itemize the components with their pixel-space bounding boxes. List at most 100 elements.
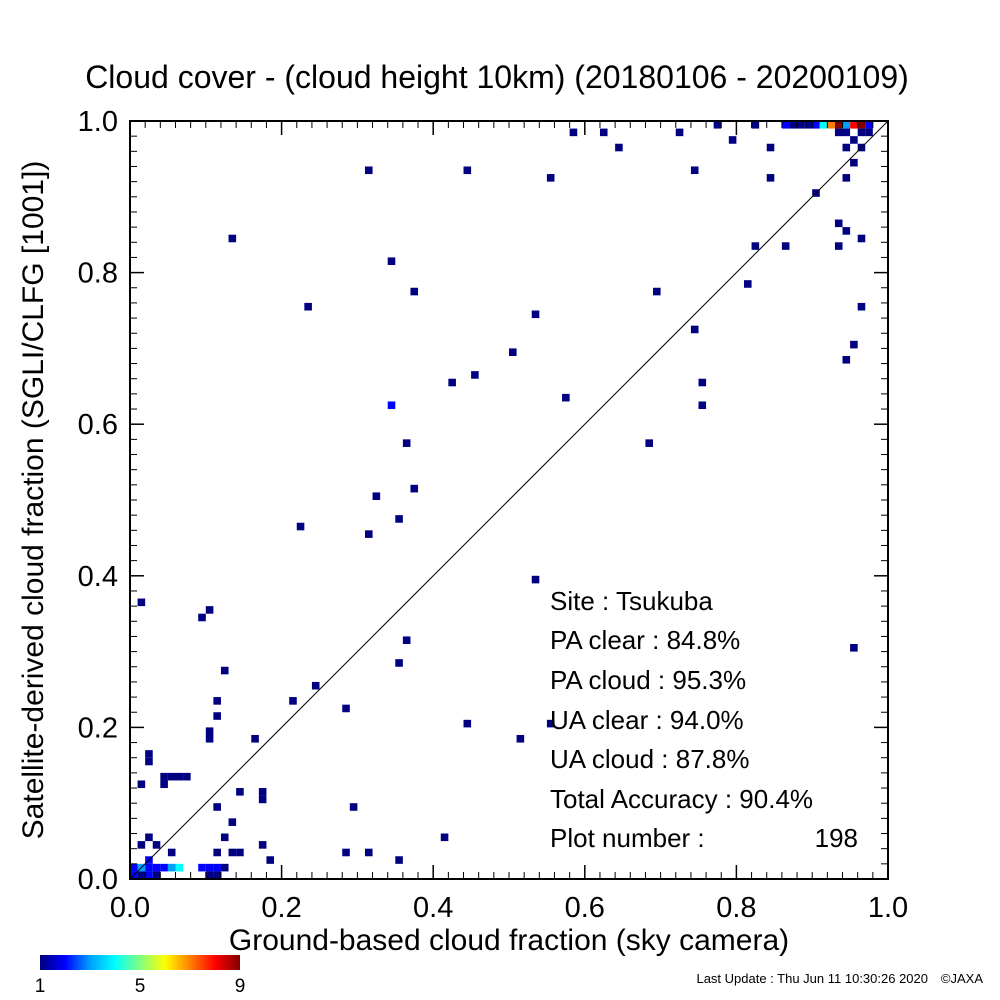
y-tick-label: 1.0: [78, 106, 118, 138]
heatmap-cell: [812, 121, 820, 129]
heatmap-cell: [713, 121, 722, 129]
heatmap-cell: [865, 128, 873, 137]
heatmap-cell: [220, 863, 229, 872]
heatmap-cell: [728, 136, 737, 144]
colorbar: [40, 955, 240, 970]
heatmap-cell: [850, 121, 858, 129]
x-tick-label: 0.0: [110, 892, 150, 924]
footer-copyright: ©JAXA: [941, 971, 983, 986]
major-ticks: [129, 120, 889, 880]
heatmap-cell: [183, 772, 191, 781]
stat-total-accuracy: Total Accuracy : 90.4%: [550, 784, 813, 814]
heatmap-cell: [145, 871, 153, 879]
heatmap-cell: [220, 666, 229, 675]
heatmap-cell: [130, 863, 138, 872]
heatmap-cell: [850, 644, 858, 652]
tick-labels: 0.0 0.2 0.4 0.6 0.8 1.0 0.0 0.2 0.4 0.6 0.8 1.0: [78, 106, 908, 924]
heatmap-cell: [751, 242, 760, 250]
y-tick-label: 0.4: [78, 561, 118, 593]
heatmap-cell: [857, 121, 866, 129]
heatmap-cell: [842, 227, 851, 235]
heatmap-cell: [546, 174, 555, 182]
y-tick-label: 0.6: [78, 409, 118, 441]
heatmap-cell: [160, 863, 168, 872]
heatmap-cell: [857, 128, 866, 137]
heatmap-cell: [152, 863, 161, 872]
x-tick-label: 0.6: [565, 892, 605, 924]
heatmap-cell: [258, 841, 267, 849]
heatmap-cell: [364, 166, 373, 175]
heatmap-cell: [827, 121, 835, 129]
heatmap-cell: [213, 848, 221, 857]
heatmap-cell: [205, 606, 214, 614]
heatmap-cell: [152, 871, 161, 879]
heatmap-cell: [167, 863, 176, 872]
heatmap-cell: [296, 522, 305, 531]
heatmap-cell: [304, 302, 312, 311]
heatmap-cell: [509, 348, 517, 356]
heatmap-cell: [842, 143, 851, 152]
heatmap-cell: [228, 234, 237, 243]
heatmap-cell: [167, 772, 176, 781]
stat-pa-cloud: PA cloud : 95.3%: [550, 665, 746, 695]
heatmap-cell: [850, 136, 858, 144]
colorbar-tick-label: 5: [135, 976, 146, 997]
heatmap-cell: [198, 613, 206, 622]
heatmap-cell: [842, 128, 851, 137]
statistics-panel: Site : Tsukuba PA clear : 84.8% PA cloud…: [550, 586, 858, 853]
heatmap-cell: [804, 121, 813, 129]
heatmap-cell: [797, 121, 805, 129]
heatmap-cell: [743, 280, 752, 288]
heatmap-cell: [205, 871, 214, 879]
heatmap-cell: [213, 712, 221, 720]
heatmap-cell: [258, 795, 267, 804]
chart-title: Cloud cover - (cloud height 10km) (20180…: [85, 59, 909, 95]
heatmap-cell: [213, 871, 221, 879]
heatmap-cell: [395, 856, 403, 864]
heatmap-cell: [228, 848, 237, 857]
heatmap-cell: [213, 863, 221, 872]
heatmap-cell: [698, 401, 707, 410]
heatmap-cell: [865, 121, 873, 129]
heatmap-cell: [410, 484, 419, 493]
heatmap-cell: [857, 302, 866, 311]
footer-last-update: Last Update : Thu Jun 11 10:30:26 2020: [696, 971, 928, 986]
heatmap-cell: [228, 818, 237, 826]
heatmap-cell: [516, 734, 525, 743]
heatmap-cell: [205, 734, 214, 743]
heatmap-cell: [395, 659, 403, 667]
stat-plot-number-label: Plot number :: [550, 823, 705, 853]
heatmap-cell: [160, 780, 168, 789]
heatmap-cell: [364, 530, 373, 538]
y-axis-label: Satellite-derived cloud fraction (SGLI/C…: [17, 161, 50, 840]
stat-pa-clear: PA clear : 84.8%: [550, 625, 740, 655]
heatmap-cell: [213, 803, 221, 811]
heatmap-cell: [342, 704, 350, 713]
heatmap-cell: [766, 143, 775, 152]
heatmap-cell: [857, 234, 866, 243]
heatmap-cell: [137, 841, 146, 849]
y-tick-label: 0.2: [78, 712, 118, 744]
x-tick-label: 1.0: [868, 892, 908, 924]
heatmap-cell: [531, 310, 540, 319]
heatmap-cell: [205, 727, 214, 735]
heatmap-cell: [145, 750, 153, 758]
heatmap-cell: [842, 174, 851, 182]
heatmap-cell: [751, 121, 760, 129]
x-tick-label: 0.8: [716, 892, 756, 924]
heatmap-cell: [251, 734, 259, 743]
heatmap-cell: [167, 848, 176, 857]
heatmap-cell: [471, 371, 479, 379]
stat-plot-number-value: 198: [815, 823, 858, 853]
heatmap-cell: [546, 719, 555, 728]
heatmap-cell: [145, 757, 153, 766]
heatmap-cell: [690, 166, 699, 175]
heatmap-cell: [220, 833, 229, 842]
heatmap-cell: [834, 121, 843, 129]
reference-line: [129, 120, 889, 880]
heatmap-cell: [645, 439, 654, 447]
heatmap-cell: [781, 121, 790, 129]
heatmap-cell: [402, 636, 411, 645]
heatmap-cell: [834, 219, 843, 228]
